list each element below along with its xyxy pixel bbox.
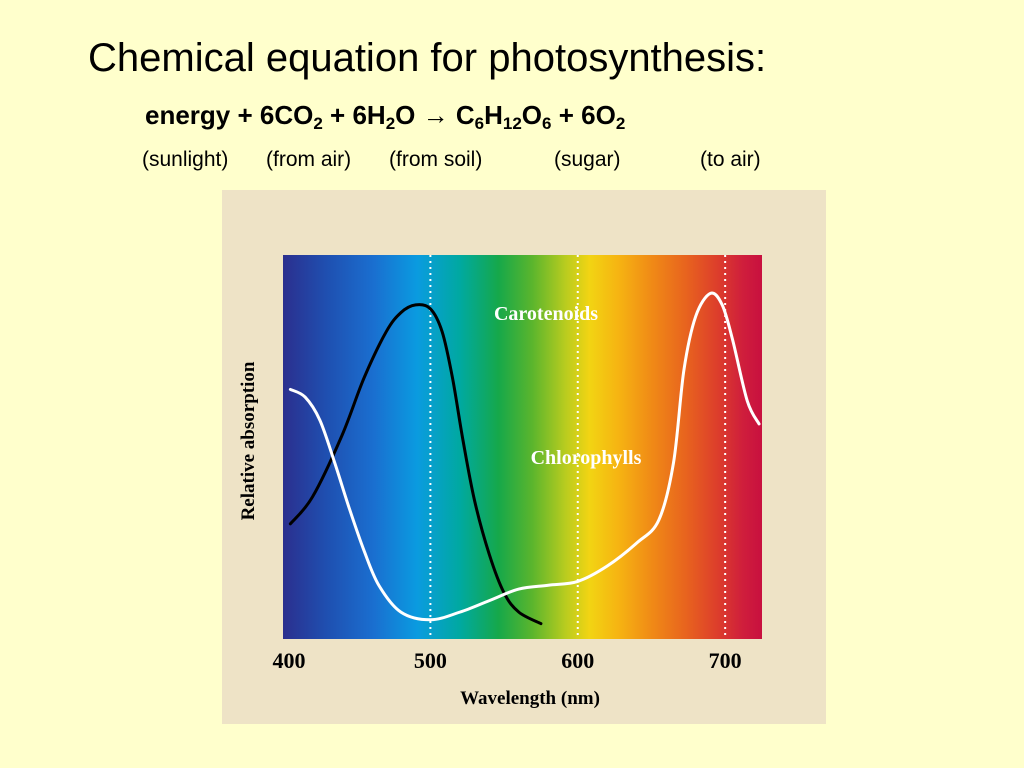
plot-series <box>288 291 761 626</box>
eq-glucose-h: H <box>484 100 503 130</box>
photosynthesis-equation: energy + 6CO2 + 6H2O → C6H12O6 + 6O2 <box>145 100 626 133</box>
series-label-chlorophylls: Chlorophylls <box>531 447 642 469</box>
eq-co2: + 6CO <box>230 100 314 130</box>
eq-glucose-c: C <box>448 100 475 130</box>
eq-arrow: → <box>422 100 449 130</box>
note-to-air: (to air) <box>700 148 761 171</box>
spectrum-background <box>283 255 762 639</box>
eq-glucose-h-subscript: 12 <box>502 114 522 133</box>
y-axis-label: Relative absorption <box>238 361 259 520</box>
eq-co2-subscript: 2 <box>313 114 323 133</box>
eq-h2o-o: O <box>395 100 423 130</box>
note-from-soil: (from soil) <box>389 148 483 171</box>
series-line-carotenoids <box>288 303 543 626</box>
slide-title: Chemical equation for photosynthesis: <box>88 36 767 80</box>
eq-glucose-o-subscript: 6 <box>542 114 552 133</box>
x-axis-label: Wavelength (nm) <box>460 688 600 709</box>
eq-o2: + 6O <box>551 100 616 130</box>
eq-h2o: + 6H <box>322 100 386 130</box>
note-sunlight: (sunlight) <box>142 148 229 171</box>
note-from-air: (from air) <box>266 148 352 171</box>
x-tick-label-400: 400 <box>273 648 306 673</box>
x-tick-labels: 400 500 600 700 <box>273 648 742 673</box>
reference-lines <box>429 255 727 639</box>
eq-glucose-c-subscript: 6 <box>474 114 485 133</box>
eq-o2-subscript: 2 <box>615 114 626 133</box>
eq-glucose-o: O <box>521 100 543 130</box>
eq-h2o-subscript: 2 <box>385 114 396 133</box>
x-tick-label-500: 500 <box>414 648 447 673</box>
eq-energy: energy <box>145 100 231 130</box>
note-sugar: (sugar) <box>554 148 621 171</box>
x-tick-label-600: 600 <box>561 648 594 673</box>
series-line-chlorophylls <box>288 291 761 622</box>
series-label-carotenoids: Carotenoids <box>494 303 598 325</box>
x-tick-label-700: 700 <box>709 648 742 673</box>
